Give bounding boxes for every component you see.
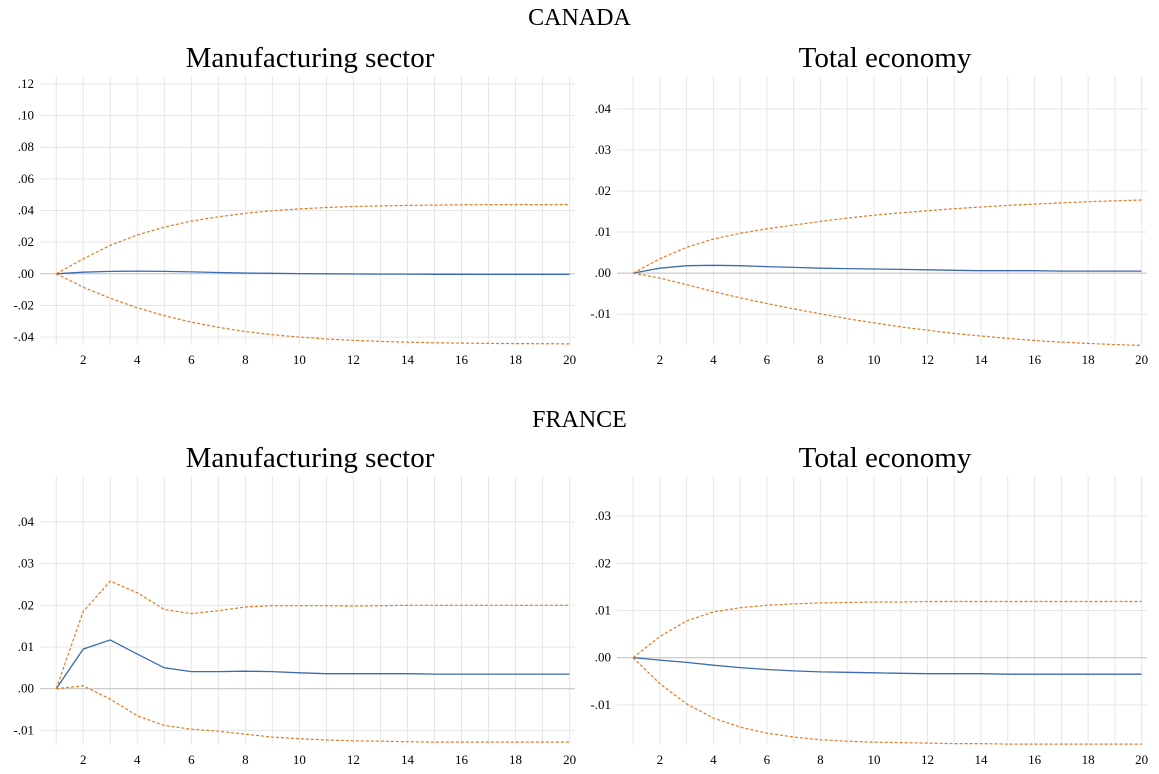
y-tick-label: -.02 xyxy=(13,297,34,312)
y-tick-label: .02 xyxy=(18,234,34,249)
y-tick-label: -.04 xyxy=(13,329,34,344)
x-tick-label: 16 xyxy=(1028,752,1042,767)
x-tick-label: 14 xyxy=(975,352,989,367)
y-tick-label: .01 xyxy=(595,603,611,618)
x-tick-label: 20 xyxy=(563,752,576,767)
y-tick-label: .04 xyxy=(18,514,35,529)
y-tick-label: .03 xyxy=(595,142,611,157)
x-tick-label: 2 xyxy=(657,352,664,367)
series-line-lower xyxy=(632,272,1142,346)
x-tick-label: 6 xyxy=(764,752,771,767)
panel-title-france-total: Total economy xyxy=(798,442,972,474)
y-tick-label: .00 xyxy=(18,681,34,696)
x-tick-label: 2 xyxy=(80,752,87,767)
series-line-upper xyxy=(632,600,1142,659)
y-tick-label: .01 xyxy=(595,224,611,239)
y-tick-label: .08 xyxy=(18,139,34,154)
y-tick-label: .06 xyxy=(18,171,35,186)
y-tick-label: .10 xyxy=(18,108,34,123)
x-tick-label: 20 xyxy=(1135,352,1148,367)
y-tick-label: .00 xyxy=(595,650,611,665)
y-tick-label: .01 xyxy=(18,639,34,654)
x-tick-label: 4 xyxy=(710,352,717,367)
x-tick-label: 8 xyxy=(242,352,249,367)
panel-title-canada-manufacturing: Manufacturing sector xyxy=(185,42,435,74)
x-tick-label: 6 xyxy=(764,352,771,367)
x-tick-label: 20 xyxy=(563,352,576,367)
y-tick-label: .03 xyxy=(595,508,611,523)
y-tick-label: -.01 xyxy=(13,722,34,737)
y-tick-label: .04 xyxy=(595,101,612,116)
y-tick-label: .02 xyxy=(595,183,611,198)
series-line-upper xyxy=(55,580,570,689)
y-tick-label: .04 xyxy=(18,203,35,218)
x-tick-label: 8 xyxy=(817,352,824,367)
x-tick-label: 4 xyxy=(710,752,717,767)
x-tick-label: 18 xyxy=(509,752,522,767)
x-tick-label: 4 xyxy=(134,352,141,367)
x-tick-label: 2 xyxy=(657,752,664,767)
x-tick-label: 8 xyxy=(242,752,249,767)
series-line-lower xyxy=(56,685,570,743)
y-tick-label: .02 xyxy=(595,555,611,570)
x-tick-label: 10 xyxy=(293,352,306,367)
series-line-lower xyxy=(632,657,1142,745)
series-line-upper xyxy=(632,199,1142,274)
y-tick-label: .03 xyxy=(18,556,34,571)
x-tick-label: 16 xyxy=(455,752,469,767)
x-tick-label: 10 xyxy=(867,352,880,367)
x-tick-label: 20 xyxy=(1135,752,1148,767)
x-tick-label: 10 xyxy=(867,752,880,767)
y-tick-label: .00 xyxy=(18,266,34,281)
x-tick-label: 10 xyxy=(293,752,306,767)
x-tick-label: 12 xyxy=(347,352,360,367)
series-line-estimate xyxy=(633,657,1142,675)
y-tick-label: -.01 xyxy=(590,306,611,321)
x-tick-label: 14 xyxy=(401,352,415,367)
series-line-estimate xyxy=(632,264,1142,274)
series-line-estimate xyxy=(55,639,570,690)
x-tick-label: 12 xyxy=(347,752,360,767)
country-title-canada: CANADA xyxy=(528,5,631,31)
x-tick-label: 4 xyxy=(134,752,141,767)
x-tick-label: 14 xyxy=(975,752,989,767)
x-tick-label: 6 xyxy=(188,752,195,767)
series-line-lower xyxy=(55,273,570,345)
y-tick-label: .02 xyxy=(18,597,34,612)
panel-title-canada-total: Total economy xyxy=(798,42,972,74)
x-tick-label: 18 xyxy=(1082,752,1095,767)
series-line-estimate xyxy=(56,270,570,276)
country-title-france: FRANCE xyxy=(532,407,627,433)
x-tick-label: 18 xyxy=(509,352,522,367)
x-tick-label: 18 xyxy=(1082,352,1095,367)
panel-title-france-manufacturing: Manufacturing sector xyxy=(185,442,435,474)
x-tick-label: 6 xyxy=(188,352,195,367)
y-tick-label: .12 xyxy=(18,76,34,91)
x-tick-label: 16 xyxy=(455,352,469,367)
x-tick-label: 14 xyxy=(401,752,415,767)
x-tick-label: 12 xyxy=(921,352,934,367)
y-tick-label: .00 xyxy=(595,265,611,280)
x-tick-label: 2 xyxy=(80,352,87,367)
y-tick-label: -.01 xyxy=(590,697,611,712)
x-tick-label: 12 xyxy=(921,752,934,767)
x-tick-label: 8 xyxy=(817,752,824,767)
x-tick-label: 16 xyxy=(1028,352,1042,367)
